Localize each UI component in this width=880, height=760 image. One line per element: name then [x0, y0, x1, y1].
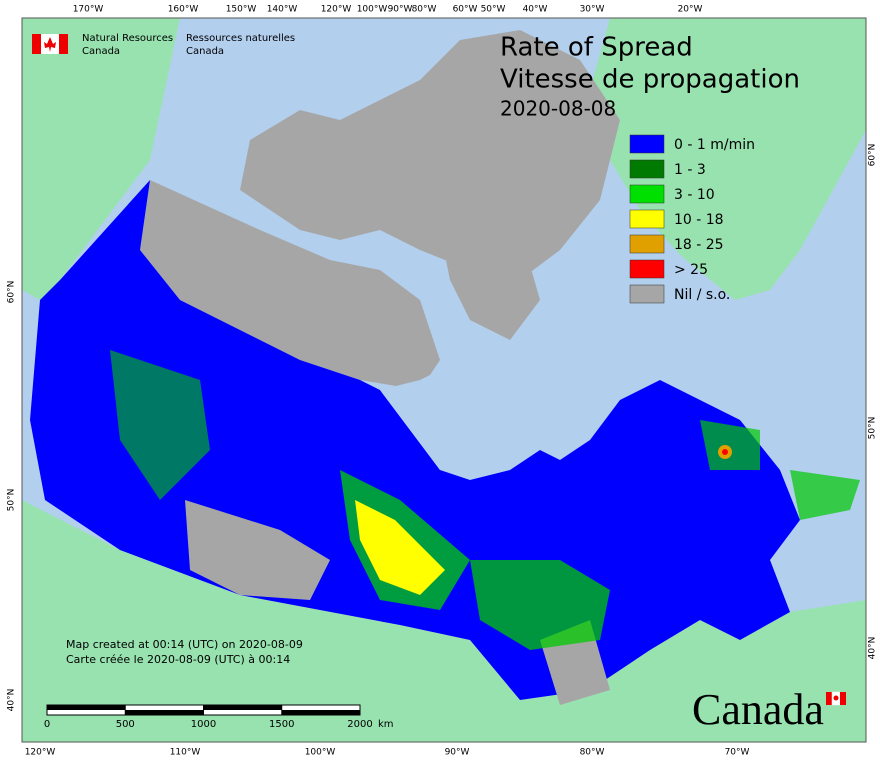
longitude-label: 90°W	[388, 5, 413, 15]
agency-fr: Ressources naturelles	[186, 33, 295, 44]
longitude-label: 20°W	[678, 5, 703, 15]
scale-bar-segment	[125, 710, 204, 715]
flag-right	[59, 34, 68, 54]
wordmark-flag	[826, 692, 832, 705]
longitude-label: 80°W	[580, 748, 605, 758]
title-date: 2020-08-08	[500, 97, 616, 121]
legend-swatch	[629, 209, 665, 229]
scale-bar-label: 1000	[191, 719, 216, 730]
longitude-label: 120°W	[321, 5, 352, 15]
legend-label: Nil / s.o.	[674, 287, 730, 303]
longitude-label: 50°W	[481, 5, 506, 15]
longitude-label: 70°W	[725, 748, 750, 758]
ontario-spread	[470, 560, 610, 650]
scale-bar-label: 2000	[347, 719, 372, 730]
graticule-labels: 170°W 160°W 150°W 140°W 120°W 100°W 90°W 80°W 60…	[7, 5, 878, 758]
legend-swatch	[629, 284, 665, 304]
longitude-label: 100°W	[305, 748, 336, 758]
agency-header: Natural Resources Canada Ressources natu…	[32, 33, 295, 57]
legend-swatch	[629, 234, 665, 254]
agency-en: Canada	[82, 46, 120, 57]
longitude-label: 30°W	[580, 5, 605, 15]
latitude-label: 40°N	[7, 689, 17, 712]
labrador-spread	[700, 420, 760, 470]
scale-bar-label: 0	[44, 719, 50, 730]
scale-bar: 0 500 1000 1500 2000 km	[44, 704, 394, 730]
scale-bar-label: 1500	[269, 719, 294, 730]
longitude-label: 90°W	[445, 748, 470, 758]
title: Rate of Spread	[500, 33, 693, 63]
scale-bar-label: 500	[116, 719, 135, 730]
greenland	[590, 18, 866, 300]
longitude-label: 170°W	[73, 5, 104, 15]
latitude-label: 40°N	[868, 637, 878, 660]
hudson-bay	[380, 360, 540, 480]
footer-note: Map created at 00:14 (UTC) on 2020-08-09	[66, 638, 303, 651]
manitoba-high-spread	[355, 500, 445, 595]
legend-label: 3 - 10	[674, 187, 715, 203]
title: Vitesse de propagation	[500, 65, 800, 95]
alaska	[22, 18, 180, 300]
prairie-nil	[185, 500, 330, 600]
longitude-label: 150°W	[226, 5, 257, 15]
scale-bar-segment	[47, 705, 126, 710]
flag-left	[32, 34, 41, 54]
bc-spread	[110, 350, 210, 500]
legend-label: 10 - 18	[674, 212, 724, 228]
legend: 0 - 1 m/min 1 - 3 3 - 10 10 - 18 18 - 25 > 25…	[629, 134, 755, 304]
maple-leaf	[44, 37, 56, 52]
legend-label: 0 - 1 m/min	[674, 137, 755, 153]
footer-note: Carte créée le 2020-08-09 (UTC) à 00:14	[66, 653, 290, 666]
legend-label: > 25	[674, 262, 708, 278]
arctic-islands	[240, 30, 620, 280]
latitude-label: 60°N	[7, 281, 17, 304]
latitude-label: 50°N	[7, 489, 17, 512]
longitude-label: 40°W	[523, 5, 548, 15]
longitude-label: 80°W	[412, 5, 437, 15]
longitude-label: 110°W	[170, 748, 201, 758]
frame-border	[21, 17, 867, 743]
legend-label: 18 - 25	[674, 237, 724, 253]
wordmark-flag	[840, 692, 846, 705]
longitude-label: 160°W	[168, 5, 199, 15]
legend-swatch	[629, 259, 665, 279]
wordmark: Canada	[692, 685, 824, 734]
agency-fr: Canada	[186, 46, 224, 57]
longitude-label: 120°W	[25, 748, 56, 758]
longitude-label: 100°W	[357, 5, 388, 15]
baffin-island	[440, 210, 540, 340]
legend-swatch	[629, 184, 665, 204]
newfoundland-spread	[790, 470, 860, 520]
northern-mainland	[140, 180, 440, 390]
longitude-label: 60°W	[453, 5, 478, 15]
scale-bar-unit: km	[378, 719, 394, 730]
map-frame	[21, 17, 867, 743]
wordmark-leaf	[833, 695, 839, 701]
longitude-label: 140°W	[267, 5, 298, 15]
latitude-label: 60°N	[868, 144, 878, 167]
legend-swatch	[629, 134, 665, 154]
hotspot-core	[722, 449, 728, 455]
latitude-label: 50°N	[868, 417, 878, 440]
scale-bar-segment	[281, 710, 360, 715]
scale-bar-segment	[203, 705, 282, 710]
legend-label: 1 - 3	[674, 162, 706, 178]
agency-en: Natural Resources	[82, 33, 173, 44]
united-states	[22, 500, 866, 742]
legend-swatch	[629, 159, 665, 179]
